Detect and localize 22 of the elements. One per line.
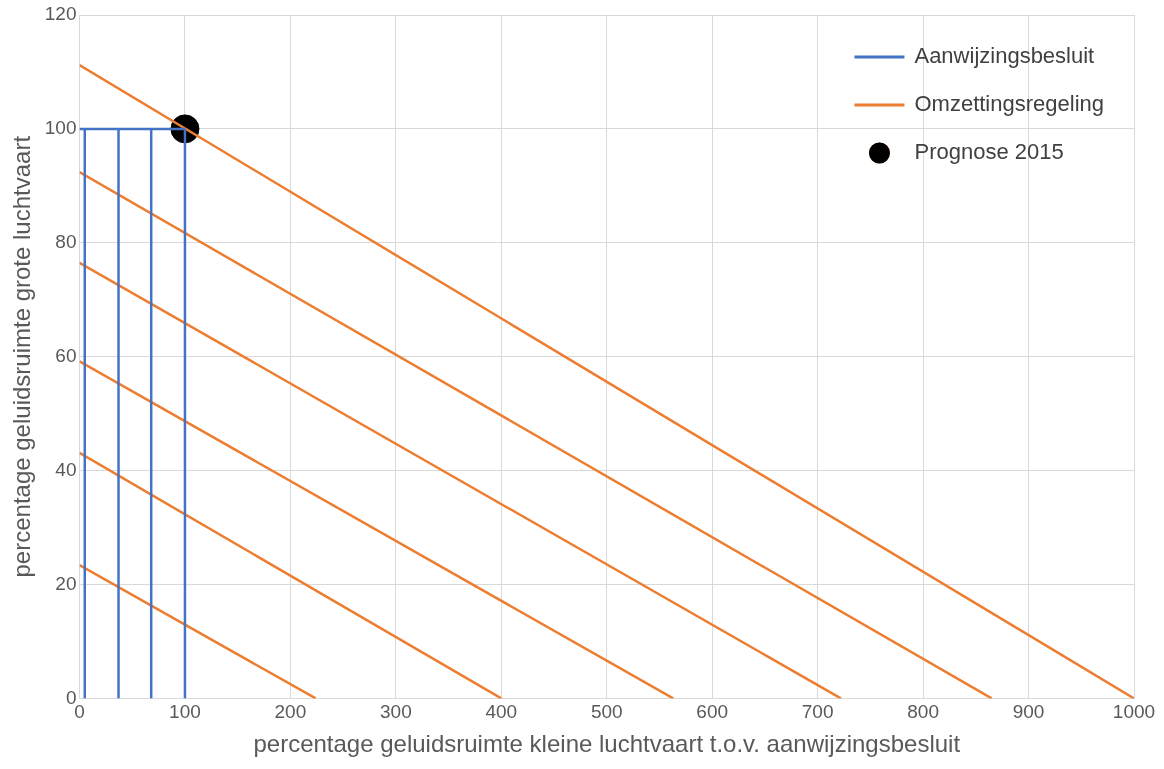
y-tick-label: 80 bbox=[55, 231, 77, 253]
y-tick-label: 100 bbox=[44, 117, 77, 139]
x-tick-label: 700 bbox=[801, 701, 834, 723]
x-tick-label: 100 bbox=[169, 701, 201, 723]
x-tick-label: 300 bbox=[380, 701, 412, 723]
y-tick-label: 120 bbox=[44, 3, 77, 25]
y-tick-label: 20 bbox=[55, 572, 77, 594]
x-tick-label: 400 bbox=[485, 701, 518, 723]
x-tick-label: 600 bbox=[696, 701, 729, 723]
x-tick-label: 800 bbox=[907, 701, 939, 723]
legend-label: Aanwijzingsbesluit bbox=[914, 43, 1095, 69]
x-tick-label: 1000 bbox=[1112, 701, 1156, 723]
x-axis-title: percentage geluidsruimte kleine luchtvaart t.o.v. aanwijzingsbesluit bbox=[253, 730, 961, 758]
x-tick-label: 200 bbox=[274, 701, 307, 723]
legend-label: Prognose 2015 bbox=[914, 139, 1064, 165]
y-axis-title: percentage geluidsruimte grote luchtvaart bbox=[8, 135, 36, 578]
x-tick-label: 500 bbox=[590, 701, 623, 723]
x-tick-label: 900 bbox=[1012, 701, 1045, 723]
y-tick-label: 40 bbox=[55, 458, 77, 480]
y-tick-label: 0 bbox=[65, 686, 77, 708]
y-tick-label: 60 bbox=[55, 344, 77, 366]
legend-label: Omzettingsregeling bbox=[914, 91, 1105, 117]
